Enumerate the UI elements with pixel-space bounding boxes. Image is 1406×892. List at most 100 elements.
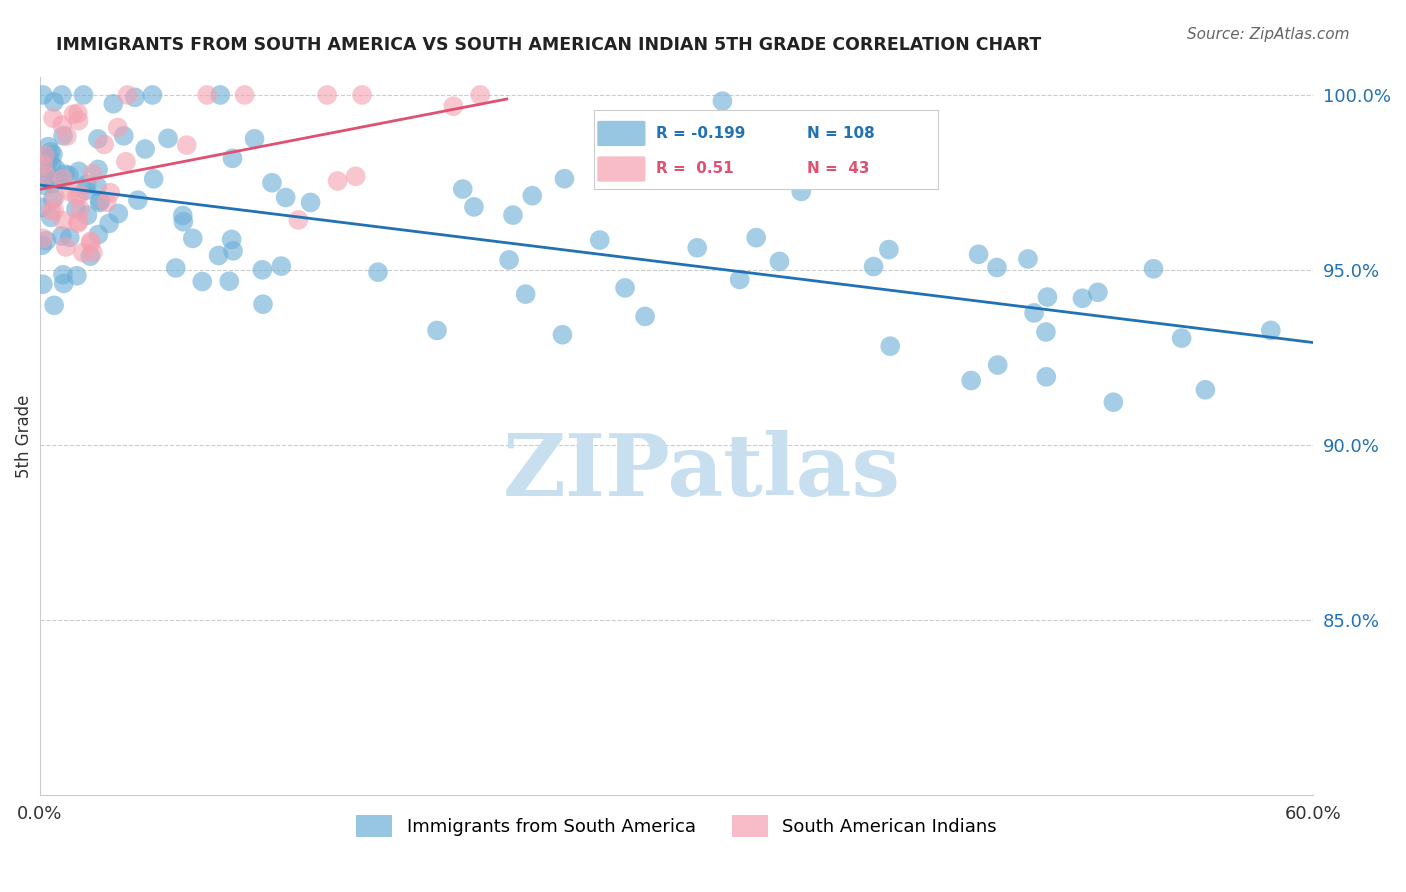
Point [98,216,121,230]
Point [209,87,232,102]
Point [468,87,491,102]
Point [987,358,1010,372]
Point [32,178,55,193]
Point [52,128,75,143]
Point [344,169,367,184]
Point [82,245,104,260]
Point [41,177,63,191]
Point [35,161,58,176]
Point [551,327,574,342]
Point [56,129,79,144]
Point [66,268,89,283]
Point [176,138,198,153]
Point [142,172,165,186]
Point [38,151,60,165]
Point [67,214,90,228]
Text: IMMIGRANTS FROM SOUTH AMERICA VS SOUTH AMERICAN INDIAN 5TH GRADE CORRELATION CHA: IMMIGRANTS FROM SOUTH AMERICA VS SOUTH A… [56,36,1042,54]
Point [1017,252,1039,266]
Point [463,200,485,214]
Point [35,169,58,183]
Point [93,137,115,152]
Point [107,120,129,135]
Point [243,132,266,146]
Point [34,148,56,162]
Point [316,87,339,102]
Point [76,208,98,222]
Text: Source: ZipAtlas.com: Source: ZipAtlas.com [1187,27,1350,42]
Point [79,249,101,263]
Point [768,254,790,268]
Point [107,206,129,220]
Point [270,259,292,273]
Point [252,262,274,277]
Point [87,132,110,146]
Point [614,281,637,295]
Point [1035,369,1057,384]
Point [44,190,66,204]
Point [165,260,187,275]
Point [451,182,474,196]
Point [80,236,103,251]
Point [1035,325,1057,339]
Point [89,195,111,210]
Point [86,179,108,194]
Y-axis label: 5th Grade: 5th Grade [15,395,32,478]
Point [52,213,75,227]
Point [221,151,243,165]
Point [274,190,297,204]
Point [191,275,214,289]
Point [42,192,65,206]
Text: ZIPatlas: ZIPatlas [503,430,901,515]
Point [986,260,1008,275]
Point [1194,383,1216,397]
Point [66,189,89,203]
Point [156,131,179,145]
Point [260,176,283,190]
Point [62,107,84,121]
Point [103,96,125,111]
Point [79,235,101,249]
Point [441,99,464,113]
Point [233,87,256,102]
Point [1260,323,1282,337]
Point [65,202,87,216]
Point [52,171,75,186]
Point [686,241,709,255]
Point [117,87,139,102]
Point [553,171,575,186]
Point [51,118,73,132]
Point [96,195,118,210]
Point [76,178,98,192]
Point [222,244,245,258]
Point [75,183,97,197]
Point [127,193,149,207]
Point [124,90,146,104]
Point [879,339,901,353]
Point [181,231,204,245]
Point [51,87,73,102]
Point [35,234,58,248]
Legend: Immigrants from South America, South American Indians: Immigrants from South America, South Ame… [349,807,1004,844]
Point [72,87,94,102]
Point [498,252,520,267]
Point [66,216,89,230]
Point [589,233,612,247]
Point [745,230,768,244]
Point [32,169,55,184]
Point [59,230,82,244]
Point [41,158,63,172]
Point [32,157,55,171]
Point [59,185,82,199]
Point [862,260,884,274]
Point [67,164,90,178]
Point [69,202,91,217]
Point [1036,290,1059,304]
Point [66,106,89,120]
Point [42,95,65,109]
Point [37,139,59,153]
Point [1170,331,1192,345]
Point [72,245,94,260]
Point [522,188,544,202]
Point [39,211,62,225]
Point [326,174,349,188]
